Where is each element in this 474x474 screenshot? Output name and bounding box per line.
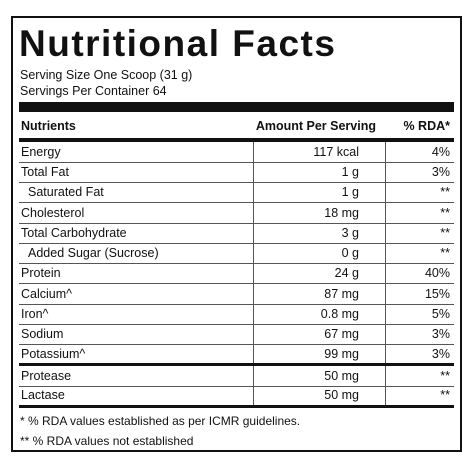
table-row: Cholesterol 18 mg ** xyxy=(19,203,454,223)
row-separator xyxy=(19,344,454,345)
nutrient-rda: 5% xyxy=(431,307,450,321)
nutrient-rda: 3% xyxy=(431,347,450,361)
table-row: Iron^ 0.8 mg 5% xyxy=(19,304,454,324)
nutrient-name: Sodium xyxy=(21,327,64,341)
thick-divider-header xyxy=(19,138,454,142)
table-header: Nutrients Amount Per Serving % RDA* xyxy=(19,116,454,138)
footnote-not-established: ** % RDA values not established xyxy=(20,434,194,448)
nutrient-amount: 87 mg xyxy=(324,287,359,301)
nutrient-name: Saturated Fat xyxy=(28,185,104,199)
nutrient-rda: 3% xyxy=(431,327,450,341)
nutrient-rda: ** xyxy=(440,206,450,220)
table-row: Sodium 67 mg 3% xyxy=(19,324,454,344)
servings-per-container: Servings Per Container 64 xyxy=(20,84,167,98)
nutrient-rda: 40% xyxy=(424,266,450,280)
table-row: Total Fat 1 g 3% xyxy=(19,162,454,182)
nutrient-amount: 50 mg xyxy=(324,388,359,402)
nutrient-amount: 67 mg xyxy=(324,327,359,341)
row-separator xyxy=(19,263,454,264)
nutrient-rda: 15% xyxy=(424,287,450,301)
nutrient-rda: ** xyxy=(440,226,450,240)
panel-title: Nutritional Facts xyxy=(19,23,337,64)
nutrient-amount: 0 g xyxy=(341,246,359,260)
table-row: Added Sugar (Sucrose) 0 g ** xyxy=(19,243,454,263)
nutrient-amount: 117 kcal xyxy=(313,145,359,159)
row-separator xyxy=(19,324,454,325)
row-separator xyxy=(19,202,454,203)
table-row: Calcium^ 87 mg 15% xyxy=(19,284,454,304)
nutrient-name: Added Sugar (Sucrose) xyxy=(28,246,159,260)
nutrient-name: Iron^ xyxy=(21,307,49,321)
row-separator xyxy=(19,223,454,224)
nutrient-name: Energy xyxy=(21,145,61,159)
nutrient-amount: 1 g xyxy=(341,165,359,179)
thick-divider-bottom xyxy=(19,405,454,408)
table-row: Saturated Fat 1 g ** xyxy=(19,182,454,202)
serving-size: Serving Size One Scoop (31 g) xyxy=(20,68,193,82)
table-row: Potassium^ 99 mg 3% xyxy=(19,344,454,364)
nutrient-rda: ** xyxy=(440,369,450,383)
thick-divider-enzymes xyxy=(19,363,454,366)
row-separator xyxy=(19,162,454,163)
row-separator xyxy=(19,243,454,244)
nutrient-amount: 50 mg xyxy=(324,369,359,383)
nutrient-name: Protein xyxy=(21,266,61,280)
nutrient-amount: 24 g xyxy=(334,266,359,280)
nutrient-amount: 99 mg xyxy=(324,347,359,361)
row-separator xyxy=(19,304,454,305)
nutrient-name: Calcium^ xyxy=(21,287,73,301)
nutrient-name: Cholesterol xyxy=(21,206,85,220)
table-row: Protease 50 mg ** xyxy=(19,366,454,386)
column-divider-1 xyxy=(253,142,254,406)
nutrient-amount: 1 g xyxy=(341,185,359,199)
nutrient-rda: ** xyxy=(440,388,450,402)
nutrient-amount: 18 mg xyxy=(324,206,359,220)
nutrient-name: Protease xyxy=(21,369,72,383)
row-separator xyxy=(19,182,454,183)
table-row: Energy 117 kcal 4% xyxy=(19,142,454,162)
nutrient-rda: ** xyxy=(440,246,450,260)
table-row: Total Carbohydrate 3 g ** xyxy=(19,223,454,243)
table-row: Protein 24 g 40% xyxy=(19,263,454,283)
nutrient-name: Total Fat xyxy=(21,165,69,179)
header-amount: Amount Per Serving xyxy=(255,119,376,133)
nutrient-rda: 4% xyxy=(431,145,450,159)
nutrient-rda: 3% xyxy=(431,165,450,179)
thick-divider-top xyxy=(19,102,454,112)
footnote-rda: * % RDA values established as per ICMR g… xyxy=(20,414,301,428)
nutrient-name: Lactase xyxy=(21,388,65,402)
table-row: Lactase 50 mg ** xyxy=(19,385,454,405)
header-nutrients: Nutrients xyxy=(21,119,76,133)
nutrient-amount: 3 g xyxy=(341,226,359,240)
nutrient-name: Total Carbohydrate xyxy=(21,226,127,240)
nutrition-facts-panel: Nutritional Facts Serving Size One Scoop… xyxy=(11,16,462,452)
row-separator xyxy=(19,386,454,387)
nutrient-amount: 0.8 mg xyxy=(320,307,359,321)
nutrient-name: Potassium^ xyxy=(21,347,86,361)
header-rda: % RDA* xyxy=(403,119,450,133)
column-divider-2 xyxy=(385,142,386,406)
nutrient-rda: ** xyxy=(440,185,450,199)
row-separator xyxy=(19,283,454,284)
